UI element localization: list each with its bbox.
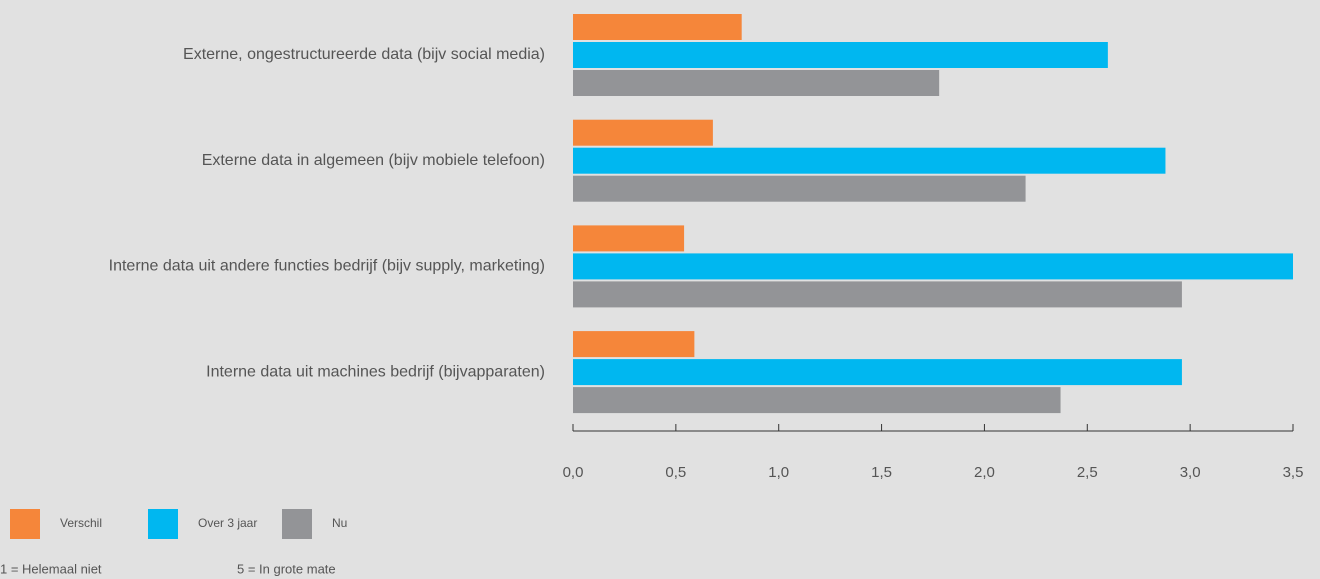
bar (573, 225, 685, 252)
x-tick-label: 0,5 (665, 464, 686, 481)
bar (573, 253, 1293, 280)
bar (573, 119, 713, 146)
bar (573, 387, 1061, 414)
category-label: Externe data in algemeen (bijv mobiele t… (202, 152, 545, 169)
legend-swatch (148, 509, 178, 539)
annotation: 1 = Helemaal niet (0, 561, 102, 576)
legend-label: Over 3 jaar (198, 516, 257, 530)
category-label: Externe, ongestructureerde data (bijv so… (183, 46, 545, 63)
x-tick-label: 1,5 (871, 464, 892, 481)
annotation: 5 = In grote mate (237, 561, 336, 576)
bar (573, 70, 940, 96)
bar (573, 281, 1182, 308)
legend-label: Verschil (60, 516, 102, 530)
bar (573, 359, 1182, 386)
legend-swatch (282, 509, 312, 539)
category-label: Interne data uit andere functies bedrijf… (109, 258, 545, 275)
x-tick-label: 2,5 (1077, 464, 1098, 481)
bar (573, 147, 1166, 174)
legend-swatch (10, 509, 40, 539)
bar (573, 14, 742, 40)
category-label: Interne data uit machines bedrijf (bijva… (206, 363, 545, 380)
bar (573, 331, 695, 358)
x-tick-label: 3,5 (1283, 464, 1304, 481)
legend-label: Nu (332, 516, 347, 530)
bar (573, 175, 1026, 202)
x-tick-label: 3,0 (1180, 464, 1201, 481)
x-tick-label: 0,0 (563, 464, 584, 481)
x-tick-label: 2,0 (974, 464, 995, 481)
x-tick-label: 1,0 (768, 464, 789, 481)
bar (573, 42, 1108, 68)
